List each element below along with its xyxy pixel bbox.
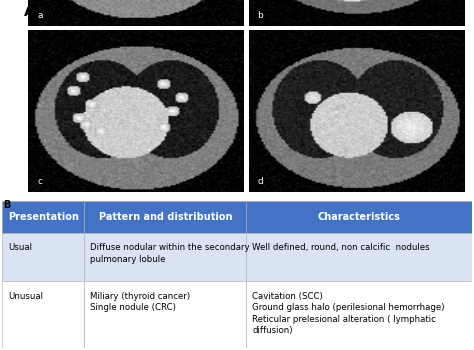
Text: Characteristics: Characteristics (318, 212, 401, 222)
Text: Usual: Usual (8, 243, 32, 252)
Text: d: d (257, 177, 263, 186)
FancyBboxPatch shape (84, 201, 246, 233)
Text: Miliary (thyroid cancer)
Single nodule (CRC): Miliary (thyroid cancer) Single nodule (… (90, 292, 190, 312)
Text: Diffuse nodular within the secondary
pulmonary lobule: Diffuse nodular within the secondary pul… (90, 243, 250, 264)
Text: B: B (3, 200, 11, 210)
Text: Presentation: Presentation (8, 212, 79, 222)
FancyBboxPatch shape (84, 281, 246, 348)
Text: A: A (24, 6, 33, 19)
FancyBboxPatch shape (246, 233, 472, 281)
Text: Cavitation (SCC)
Ground glass halo (perilesional hemorrhage)
Reticular prelesion: Cavitation (SCC) Ground glass halo (peri… (252, 292, 445, 335)
FancyBboxPatch shape (2, 201, 84, 233)
Text: Unusual: Unusual (8, 292, 43, 301)
Text: Pattern and distribution: Pattern and distribution (99, 212, 232, 222)
Text: c: c (37, 177, 42, 186)
Text: b: b (257, 11, 263, 20)
FancyBboxPatch shape (2, 281, 84, 348)
FancyBboxPatch shape (246, 281, 472, 348)
FancyBboxPatch shape (246, 201, 472, 233)
Text: Well defined, round, non calcific  nodules: Well defined, round, non calcific nodule… (252, 243, 429, 252)
Text: a: a (37, 11, 43, 20)
FancyBboxPatch shape (2, 233, 84, 281)
FancyBboxPatch shape (84, 233, 246, 281)
